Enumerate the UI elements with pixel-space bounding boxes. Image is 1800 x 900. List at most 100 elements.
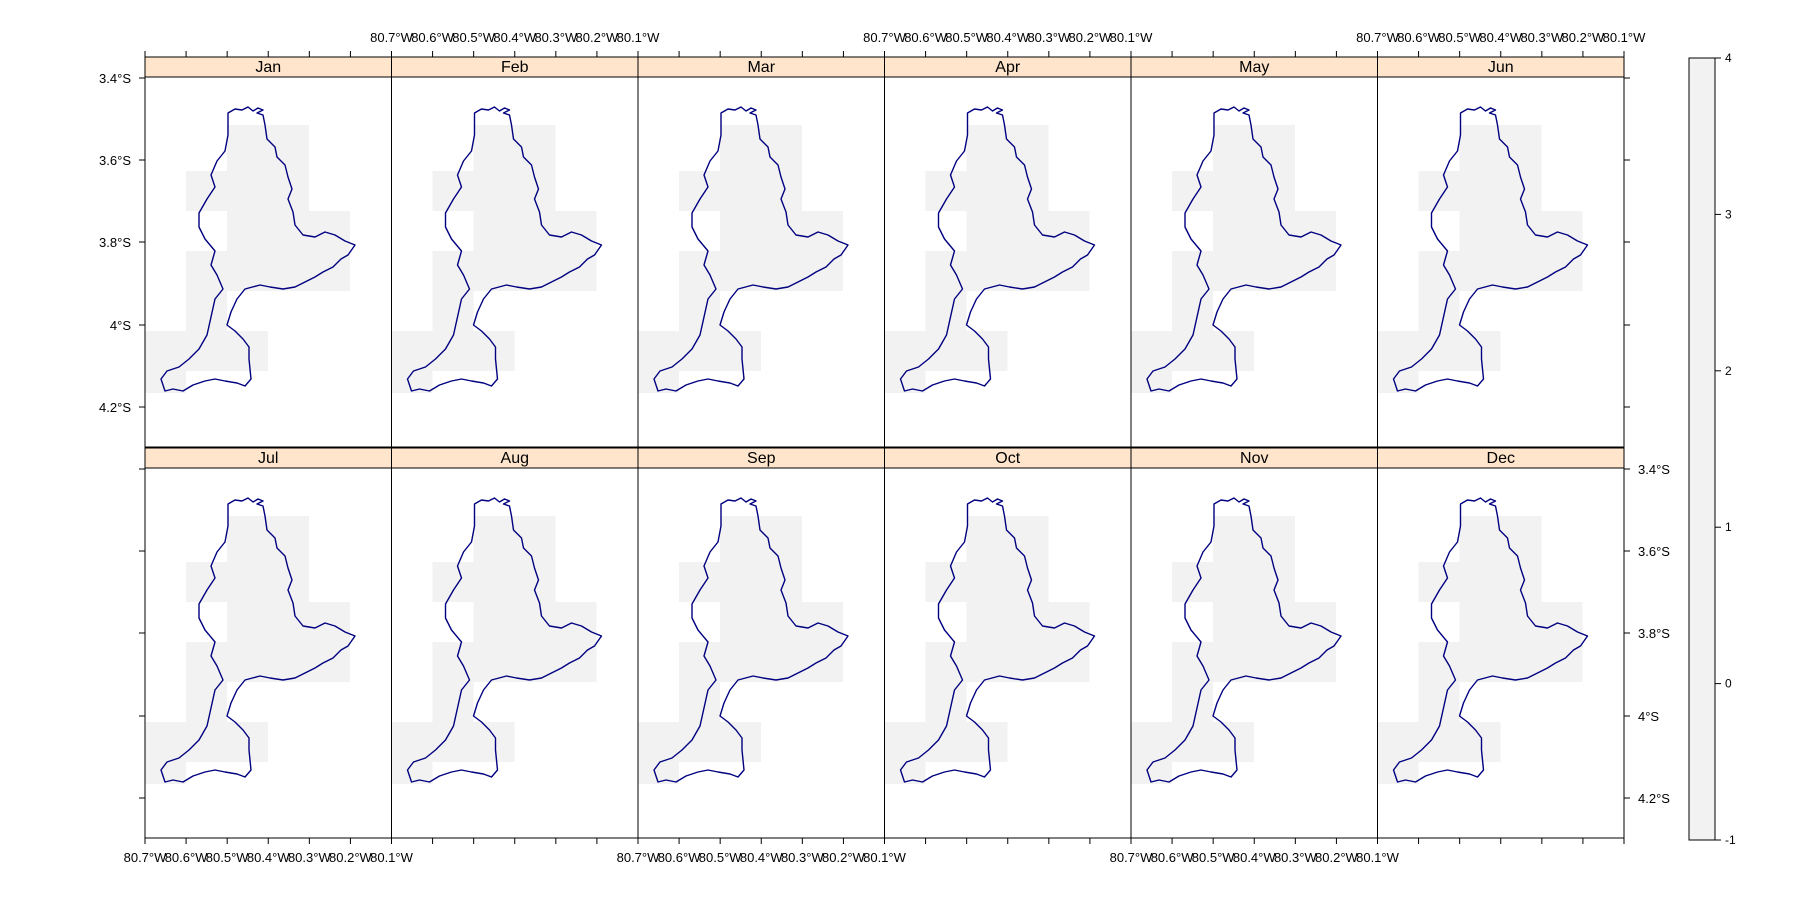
panel-month-label: May [1239, 59, 1269, 76]
raster-cell [1172, 722, 1254, 762]
lon-tick-label: 80.4°W [247, 850, 291, 865]
lon-tick-label: 80.6°W [1397, 30, 1441, 45]
raster-cell [1295, 602, 1336, 642]
lon-tick-label: 80.3°W [1274, 850, 1318, 865]
lon-tick-label: 80.1°W [863, 850, 907, 865]
raster-cell [1541, 602, 1583, 642]
lon-tick-label: 80.7°W [863, 30, 907, 45]
lon-tick-label: 80.5°W [945, 30, 989, 45]
basin-boundary [899, 497, 1096, 783]
lon-tick-label: 80.3°W [534, 30, 578, 45]
basin-boundary [1146, 106, 1342, 392]
raster-cell [638, 371, 679, 393]
raster-cell [720, 516, 802, 562]
raster-cell [1131, 371, 1172, 393]
lon-tick-label: 80.5°W [452, 30, 496, 45]
raster-cell [473, 125, 556, 171]
lat-tick-label: 3.4°S [99, 71, 131, 86]
raster-cell [1172, 682, 1213, 722]
panel-month-label: Sep [747, 450, 776, 467]
key-tick-label: 2 [1725, 364, 1732, 378]
panel-nov: Nov [1130, 447, 1378, 839]
lat-tick-label: 3.6°S [1638, 544, 1670, 559]
lon-tick-label: 80.2°W [822, 850, 866, 865]
panel-aug: Aug [391, 447, 639, 839]
raster-cell [884, 722, 926, 762]
panel-month-label: Apr [995, 59, 1021, 76]
raster-cell [925, 331, 1008, 371]
raster-cell [227, 516, 309, 562]
raster-cell [145, 371, 186, 393]
lon-tick-label: 80.2°W [329, 850, 373, 865]
raster-cell [1213, 516, 1295, 562]
map-panels: Jan Feb Mar Apr May Jun Jul Aug Sep Oct Nov Dec [144, 56, 1625, 839]
raster-cell [1418, 291, 1460, 331]
lon-tick-label: 80.4°W [493, 30, 537, 45]
lon-tick-label: 80.5°W [206, 850, 250, 865]
lon-tick-label: 80.1°W [1603, 30, 1647, 45]
raster-cell [309, 211, 350, 251]
raster-cell [1418, 682, 1460, 722]
raster-cell [966, 211, 1049, 251]
raster-cell [1131, 331, 1172, 371]
raster-cell [145, 722, 186, 762]
basin-boundary [160, 106, 356, 392]
raster-cell [473, 211, 556, 251]
raster-cell [391, 762, 433, 784]
panel-mar: Mar [637, 56, 885, 448]
raster-cell [1213, 211, 1295, 251]
raster-cell [720, 602, 802, 642]
color-key: 4 3 2 1 0 -1 [1688, 51, 1736, 847]
raster-cell [1377, 722, 1419, 762]
raster-cell [638, 331, 679, 371]
raster-cell [1172, 291, 1213, 331]
lon-tick-label: 80.5°W [1192, 850, 1236, 865]
panel-dec: Dec [1377, 447, 1625, 839]
raster-cell [720, 211, 802, 251]
color-key-bar [1688, 57, 1716, 841]
raster-cell [1459, 125, 1542, 171]
lon-tick-label: 80.2°W [1562, 30, 1606, 45]
raster-cell [802, 602, 843, 642]
raster-cell [1131, 722, 1172, 762]
raster-cell [1541, 211, 1583, 251]
lon-tick-label: 80.6°W [411, 30, 455, 45]
lat-tick-label: 3.6°S [99, 153, 131, 168]
axes: 80.7°W80.6°W80.5°W80.4°W80.3°W80.2°W80.1… [99, 30, 1670, 865]
panel-jan: Jan [144, 56, 392, 448]
raster-cell [391, 331, 433, 371]
panel-jul: Jul [144, 447, 392, 839]
raster-cell [1172, 331, 1254, 371]
lat-tick-label: 3.8°S [99, 235, 131, 250]
raster-cell [1377, 762, 1419, 784]
panel-month-label: Aug [501, 450, 529, 467]
lon-tick-label: 80.3°W [288, 850, 332, 865]
raster-cell [966, 125, 1049, 171]
key-tick-label: 0 [1725, 677, 1732, 691]
raster-cell [145, 331, 186, 371]
raster-cell [679, 722, 761, 762]
raster-cell [145, 762, 186, 784]
raster-cell [227, 125, 309, 171]
lon-tick-label: 80.4°W [740, 850, 784, 865]
lon-tick-label: 80.4°W [986, 30, 1030, 45]
lon-tick-label: 80.1°W [1356, 850, 1400, 865]
raster-cell [391, 722, 433, 762]
key-tick-label: 1 [1725, 520, 1732, 534]
raster-cell [884, 762, 926, 784]
raster-cell [555, 211, 597, 251]
raster-cell [884, 331, 926, 371]
panel-jun: Jun [1377, 56, 1625, 448]
lon-tick-label: 80.5°W [699, 850, 743, 865]
lon-tick-label: 80.5°W [1438, 30, 1482, 45]
panel-month-label: Feb [501, 59, 529, 76]
raster-cell [432, 291, 474, 331]
raster-cell [966, 602, 1049, 642]
basin-boundary [406, 106, 603, 392]
lon-tick-label: 80.7°W [617, 850, 661, 865]
raster-cell [1459, 211, 1542, 251]
basin-boundary [1392, 497, 1589, 783]
lat-tick-label: 4.2°S [99, 400, 131, 415]
lat-tick-label: 3.4°S [1638, 462, 1670, 477]
basin-boundary [1392, 106, 1589, 392]
